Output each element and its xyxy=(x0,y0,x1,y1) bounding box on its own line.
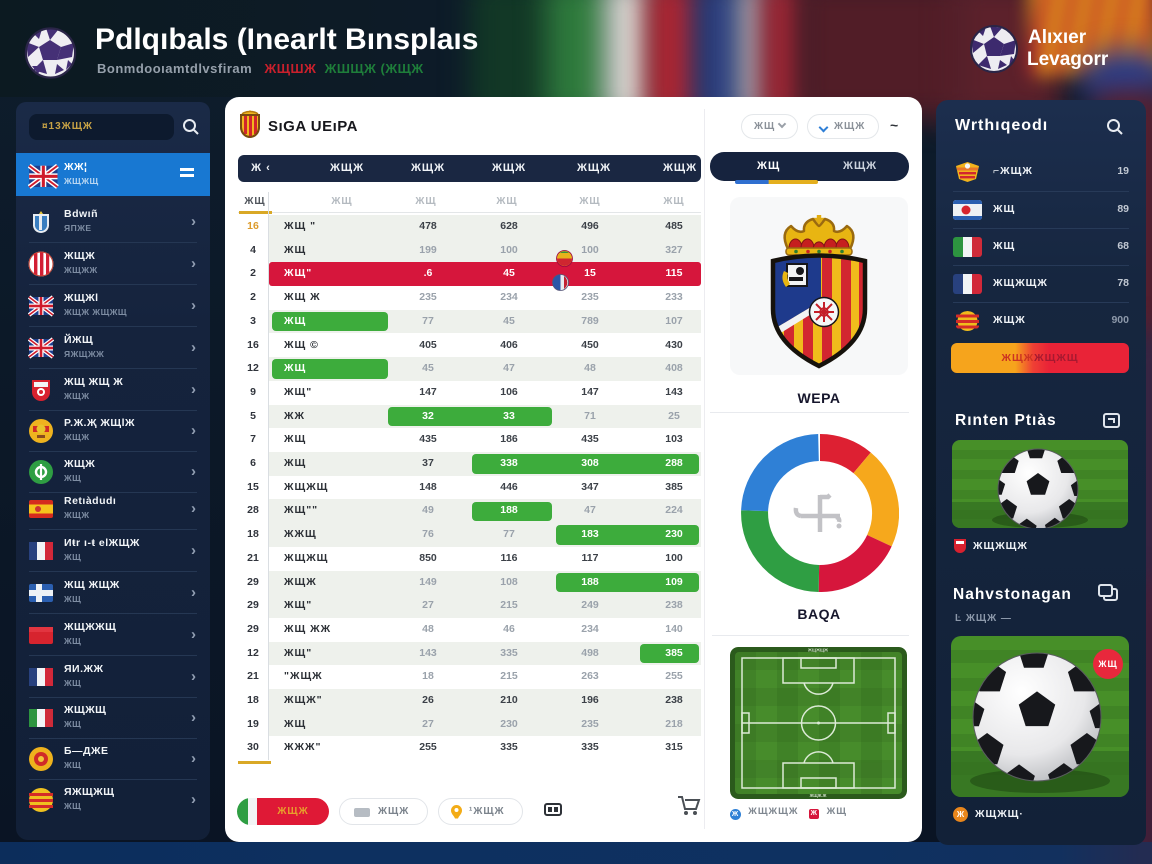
svg-text:ЖЩЖЩЖ: ЖЩЖЩЖ xyxy=(807,648,828,653)
svg-text:ЖЩЖ.Ж: ЖЩЖ.Ж xyxy=(809,793,827,798)
